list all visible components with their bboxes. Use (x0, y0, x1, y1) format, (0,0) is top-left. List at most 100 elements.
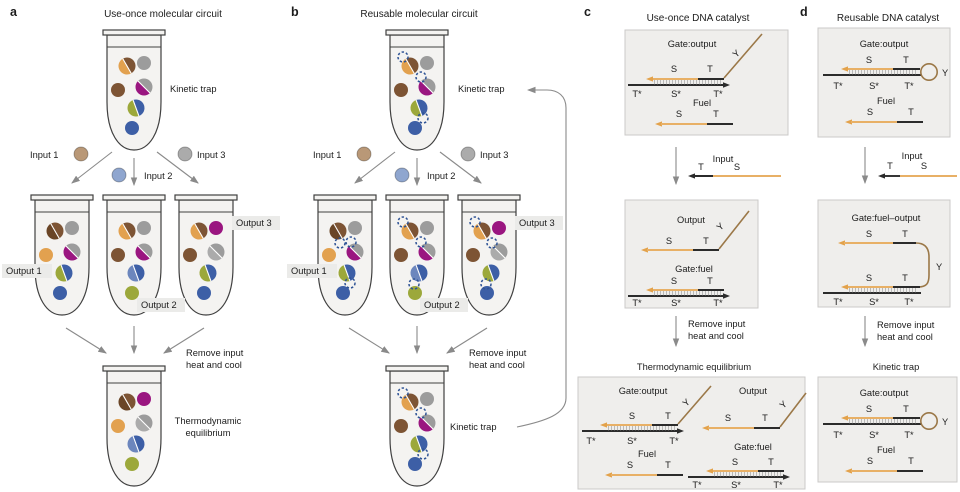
molecule (137, 221, 151, 235)
output-strand-arrowhead (838, 240, 845, 246)
gate-fuel-label: Gate:fuel (675, 264, 713, 274)
molecule (111, 419, 125, 433)
panel-c-letter: c (584, 5, 591, 19)
y-tail (779, 392, 807, 428)
remove-input-d-1: Remove input (877, 320, 935, 330)
remove-input-a-1: Remove input (186, 348, 244, 358)
domain-label-s: S (867, 456, 873, 466)
gate-output-label: Gate:output (860, 388, 909, 398)
domain-label-t-star: T* (833, 297, 843, 307)
arrow-input3-a (156, 151, 199, 184)
molecule (209, 221, 223, 235)
output2-label-b: Output 2 (424, 300, 460, 310)
panel-a-letter: a (10, 5, 18, 19)
molecule (466, 248, 480, 262)
domain-label-s: S (627, 460, 633, 470)
feedback-arrow-b (516, 86, 567, 428)
equilibrium-label-a-2: equilibrium (186, 428, 231, 438)
kinetic-trap-bottom-label-b: Kinetic trap (450, 422, 497, 432)
molecule (480, 286, 494, 300)
domain-label-t: T (698, 162, 704, 172)
domain-label-t-star: T* (692, 480, 702, 490)
domain-label-t: T (908, 456, 914, 466)
domain-label-t: T (665, 460, 671, 470)
domain-label-t: T (665, 411, 671, 421)
domain-label-s: S (676, 109, 682, 119)
domain-label-t: T (762, 413, 768, 423)
box-c-gate-output (624, 29, 789, 136)
remove-input-c-2: heat and cool (688, 331, 744, 341)
domain-label-t-star: T* (773, 480, 783, 490)
domain-label-t: T (707, 276, 713, 286)
arrow-input1-b (354, 151, 396, 184)
panel-c-title: Use-once DNA catalyst (647, 13, 750, 24)
input-label-c: Input (713, 154, 734, 164)
domain-label-t-star: T* (904, 430, 914, 440)
box-c-equilibrium (577, 376, 806, 490)
molecule (322, 248, 336, 262)
remove-input-b-2: heat and cool (469, 360, 525, 370)
molecule (394, 419, 408, 433)
molecule (420, 221, 434, 235)
output1-label-bg-b (287, 264, 337, 278)
domain-label-y: Y (731, 48, 742, 60)
domain-label-t-star: T* (833, 430, 843, 440)
input-label-d: Input (902, 151, 923, 161)
domain-label-y: Y (778, 399, 789, 411)
arrow-input1-a (71, 151, 113, 184)
domain-label-t: T (713, 109, 719, 119)
domain-label-t: T (768, 457, 774, 467)
molecule (394, 248, 408, 262)
domain-label-t: T (908, 107, 914, 117)
remove-input-c-1: Remove input (688, 319, 746, 329)
molecule (348, 221, 362, 235)
arrow-merge1-a (65, 327, 107, 354)
domain-label-s-star: S* (671, 89, 681, 99)
input3-label-a: Input 3 (197, 150, 225, 160)
hairpin-loop (919, 62, 938, 81)
arrow-merge1-b (348, 327, 390, 354)
panel-d-letter: d (800, 5, 808, 19)
kinetic-trap-label-a: Kinetic trap (170, 84, 217, 94)
domain-label-s-star: S* (869, 297, 879, 307)
hairpin-loop (919, 411, 938, 430)
domain-label-s: S (866, 404, 872, 414)
domain-label-t-star: T* (632, 298, 642, 308)
equilibrium-label-c: Thermodynamic equilibrium (637, 362, 751, 372)
output3-label-b: Output 3 (519, 218, 555, 228)
domain-label-s: S (921, 161, 927, 171)
domain-label-s: S (671, 64, 677, 74)
domain-label-s: S (671, 276, 677, 286)
input2-label-a: Input 2 (144, 171, 172, 181)
output2-label-bg (137, 298, 185, 312)
panel-a: a Use-once molecular circuit Kinetic tra… (2, 5, 280, 487)
domain-label-s: S (866, 55, 872, 65)
output1-label-b: Output 1 (291, 266, 327, 276)
domain-label-s: S (866, 273, 872, 283)
fuel-label: Fuel (693, 98, 711, 108)
domain-label-t: T (703, 236, 709, 246)
domain-label-t: T (707, 64, 713, 74)
domain-label-s: S (867, 107, 873, 117)
domain-label-t: T (902, 229, 908, 239)
arrow-input3-b (439, 151, 482, 184)
molecule (183, 248, 197, 262)
output-label-c: Output (739, 386, 767, 396)
output1-label-a: Output 1 (6, 266, 42, 276)
molecule (125, 121, 139, 135)
domain-label-t-star: T* (904, 81, 914, 91)
input2-label-b: Input 2 (427, 171, 455, 181)
molecule (394, 83, 408, 97)
equilibrium-label-a-1: Thermodynamic (175, 416, 242, 426)
domain-label-y: Y (681, 397, 692, 409)
remove-input-b-1: Remove input (469, 348, 527, 358)
domain-label-s: S (734, 162, 740, 172)
domain-label-s-star: S* (869, 430, 879, 440)
panel-b: b Reusable molecular circuit Kinetic tra… (287, 5, 567, 487)
input1-label-b: Input 1 (313, 150, 341, 160)
molecule (53, 286, 67, 300)
domain-label-s: S (725, 413, 731, 423)
molecule (39, 248, 53, 262)
y-tail (723, 33, 763, 79)
output1-label-bg (2, 264, 52, 278)
